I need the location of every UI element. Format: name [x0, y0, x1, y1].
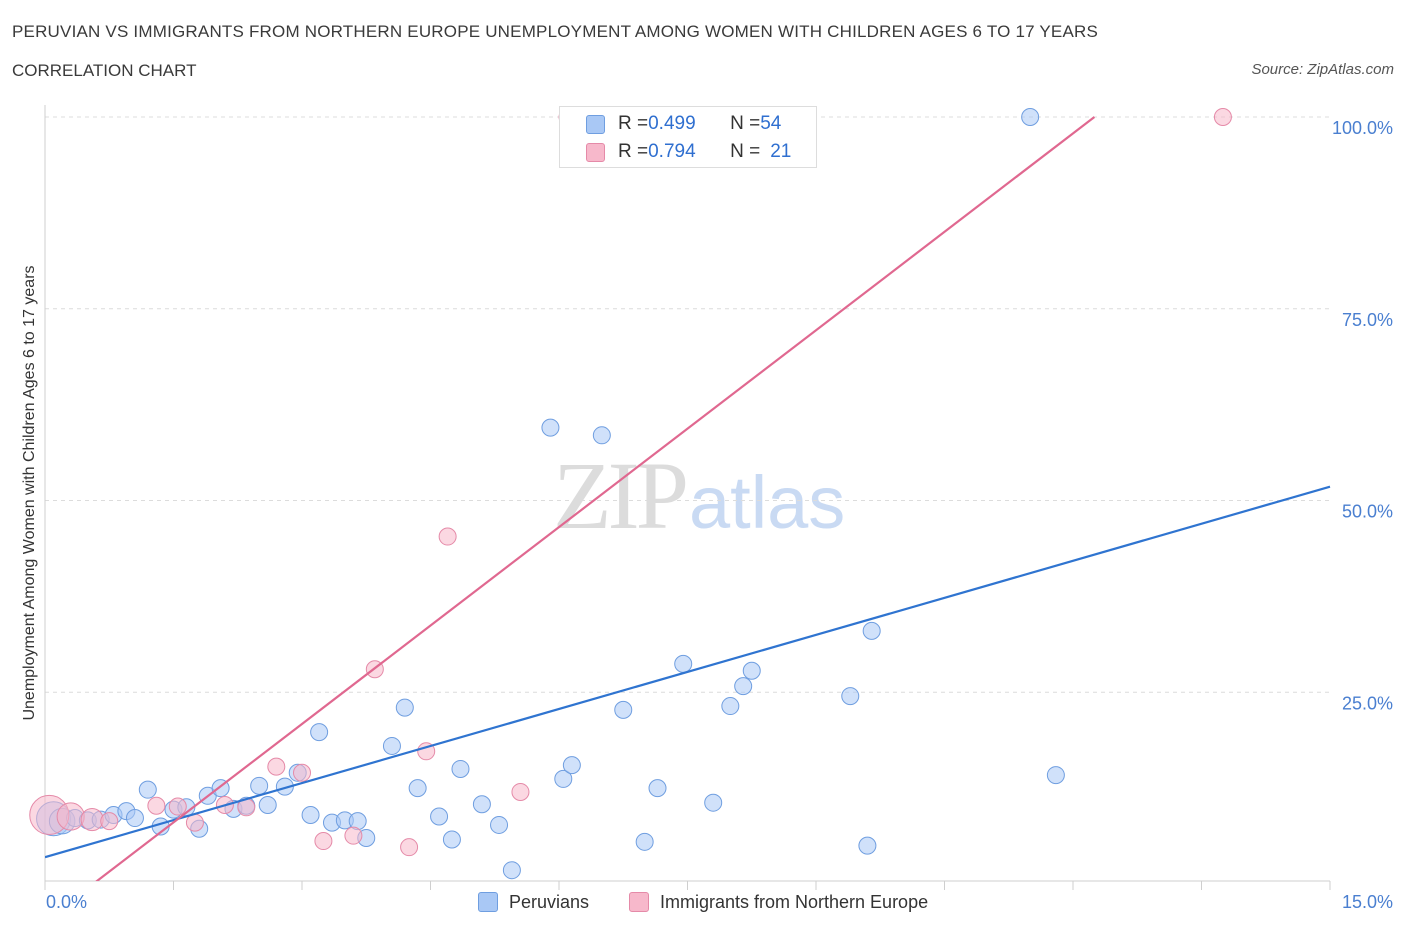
y-axis-label: Unemployment Among Women with Children A…	[21, 265, 38, 721]
immigrant-point	[168, 797, 187, 816]
legend-row-peruvians: R = 0.499 N = 54	[586, 112, 781, 136]
peruvian-point	[554, 769, 573, 788]
peruvian-point	[502, 861, 521, 880]
trend-layer	[45, 116, 1331, 881]
peruvian-point	[1021, 108, 1040, 126]
immigrant-point	[267, 757, 286, 776]
peruvian-point	[125, 809, 144, 828]
legend-swatch-peruvians	[586, 114, 605, 134]
tick-label-layer: 25.0% 50.0% 75.0% 100.0% 0.0% 15.0%	[46, 118, 1393, 912]
peruvian-point	[310, 723, 329, 742]
immigrant-point	[511, 782, 530, 801]
immigrants-trend-line	[95, 116, 1096, 881]
peruvian-point	[258, 795, 277, 814]
correlation-legend: R = 0.499 N = 54 R = 0.794 N = 21	[559, 106, 817, 168]
peruvian-point	[1046, 766, 1065, 785]
peruvian-point	[704, 793, 723, 812]
legend-n-value: 21	[770, 141, 792, 162]
bottom-legend-swatch-peruvians	[478, 892, 498, 912]
peruvian-point	[430, 807, 449, 826]
chart-subtitle: CORRELATION CHART	[12, 61, 197, 80]
legend-swatch-immigrants	[586, 142, 605, 162]
immigrant-point	[400, 838, 419, 857]
y-tick-label: 100.0%	[1332, 118, 1393, 138]
peruvian-point	[841, 687, 860, 706]
peruvian-point	[635, 832, 654, 851]
bottom-legend-peruvians: Peruvians	[478, 890, 589, 914]
peruvian-point	[674, 654, 693, 673]
watermark: ZIPatlas	[553, 440, 845, 551]
peruvian-point	[395, 698, 414, 717]
peruvian-point	[648, 779, 667, 798]
immigrant-point	[100, 812, 119, 831]
bottom-legend-immigrants: Immigrants from Northern Europe	[629, 890, 928, 914]
peruvian-point	[451, 759, 470, 778]
axis-layer	[44, 105, 1331, 890]
legend-r-label: R =	[618, 141, 649, 162]
peruvian-point	[472, 795, 491, 814]
bottom-legend-label-immigrants: Immigrants from Northern Europe	[660, 891, 929, 912]
peruvian-point	[592, 426, 611, 445]
legend-row-immigrants: R = 0.794 N = 21	[586, 140, 791, 164]
immigrant-point	[293, 763, 311, 782]
legend-n-value: 54	[760, 113, 782, 134]
immigrant-point	[314, 832, 333, 851]
peruvian-point	[562, 756, 581, 775]
bottom-legend-label-peruvians: Peruvians	[509, 891, 590, 912]
peruvian-point	[382, 736, 401, 755]
x-tick-label: 0.0%	[46, 892, 87, 912]
peruvian-point	[721, 697, 740, 716]
peruvian-point	[742, 661, 761, 680]
y-tick-label: 50.0%	[1342, 502, 1393, 522]
peruvian-point	[858, 836, 877, 855]
immigrant-point	[1213, 108, 1232, 126]
y-tick-label: 25.0%	[1342, 693, 1393, 713]
y-tick-label: 75.0%	[1342, 310, 1393, 330]
watermark-atlas: atlas	[689, 461, 846, 544]
points-layer	[29, 108, 1232, 880]
immigrant-point	[147, 796, 166, 815]
immigrant-point	[344, 826, 363, 845]
peruvian-point	[138, 780, 157, 799]
legend-r-value: 0.499	[648, 113, 696, 134]
legend-r-value: 0.794	[648, 141, 696, 162]
peruvian-point	[442, 830, 461, 849]
peruvians-trend-line	[45, 485, 1331, 859]
legend-r-label: R =	[618, 113, 649, 134]
peruvian-point	[250, 776, 269, 795]
peruvian-point	[490, 815, 509, 834]
legend-n-label: N =	[730, 113, 761, 134]
peruvian-point	[862, 621, 881, 640]
source-label: Source: ZipAtlas.com	[1251, 61, 1394, 78]
peruvian-point	[301, 805, 320, 824]
bottom-legend-swatch-immigrants	[629, 892, 649, 912]
legend-n-label: N =	[730, 141, 761, 162]
immigrant-point	[56, 802, 85, 831]
watermark-zip: ZIP	[553, 442, 689, 549]
peruvian-point	[614, 700, 633, 719]
peruvian-point	[408, 779, 427, 798]
grid-layer	[45, 116, 1330, 693]
immigrant-point	[80, 808, 104, 832]
chart-title: PERUVIAN VS IMMIGRANTS FROM NORTHERN EUR…	[12, 22, 1099, 41]
peruvian-point	[541, 418, 560, 437]
immigrant-point	[438, 527, 457, 546]
peruvian-point	[734, 677, 753, 696]
x-tick-label: 15.0%	[1342, 892, 1393, 912]
